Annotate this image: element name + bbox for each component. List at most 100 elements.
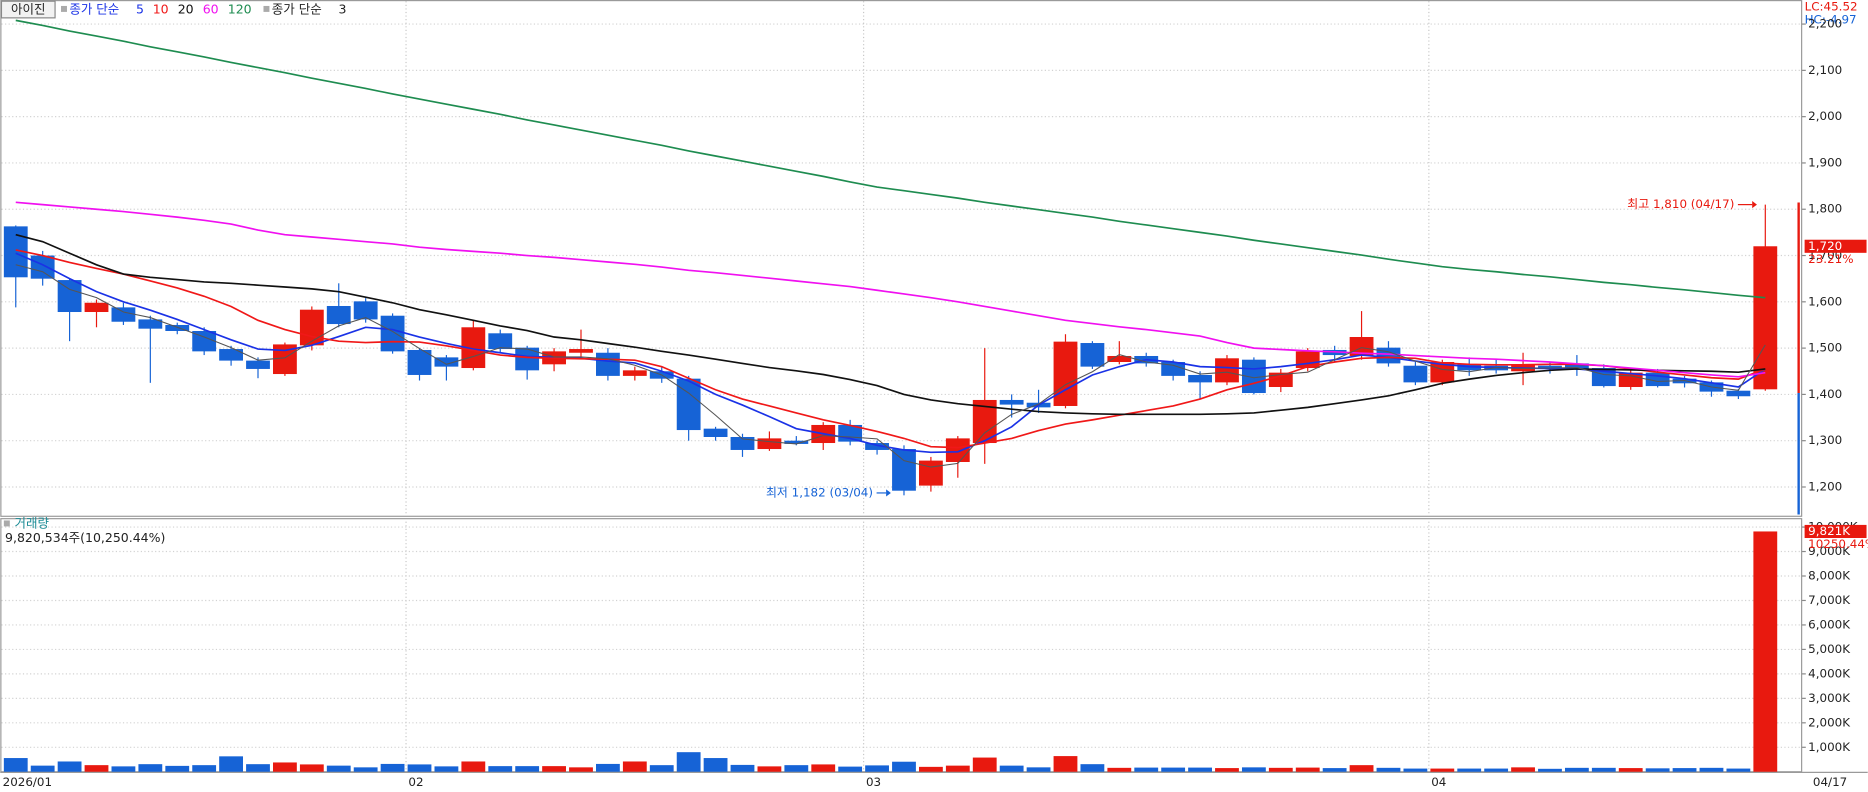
volume-bar — [811, 764, 836, 772]
candle-body — [1161, 362, 1186, 376]
y-tick-label: 1,600 — [1808, 294, 1842, 308]
volume-bar — [1538, 768, 1562, 772]
y-tick-label: 4,000K — [1808, 666, 1851, 680]
volume-bar — [1053, 756, 1078, 772]
volume-bar — [1726, 768, 1751, 772]
volume-bar — [999, 765, 1024, 772]
candle-body — [703, 428, 728, 437]
volume-bar — [596, 763, 620, 772]
volume-bar — [246, 764, 270, 772]
candle-body — [138, 319, 163, 329]
candle-body — [434, 357, 459, 367]
volume-bar — [1295, 767, 1320, 772]
annotation-arrowhead — [1752, 201, 1757, 209]
last-volume-box — [1804, 524, 1867, 539]
volume-bar — [892, 761, 916, 772]
volume-bar — [1430, 768, 1455, 772]
candle-body — [730, 436, 755, 450]
candle-body — [757, 438, 782, 450]
y-tick-label: 9,000K — [1808, 544, 1851, 558]
volume-bar — [918, 766, 943, 772]
chart-title: 아이진 — [11, 2, 46, 17]
volume-bar — [1591, 767, 1616, 772]
y-tick-label: 1,000K — [1808, 740, 1851, 754]
candle-body — [622, 370, 647, 376]
candle-body — [1268, 372, 1293, 388]
volume-bar — [273, 762, 297, 772]
volume-bar — [1322, 768, 1347, 772]
legend-square — [263, 5, 270, 12]
price-panel — [0, 0, 1803, 517]
candle-body — [407, 349, 432, 375]
volume-bar — [1215, 768, 1239, 772]
candle-body — [1538, 365, 1562, 369]
volume-bar — [1241, 767, 1266, 772]
candle-body — [676, 378, 701, 431]
candle-body — [165, 324, 190, 331]
volume-title: 거래량 — [15, 516, 50, 531]
volume-bar — [380, 763, 405, 772]
candle-body — [380, 315, 405, 352]
title-box — [0, 0, 56, 19]
volume-bar — [1511, 767, 1535, 772]
annotation-arrowhead — [886, 489, 891, 497]
y-tick-label: 3,000K — [1808, 691, 1851, 705]
lc-label: LC:45.52 — [1805, 0, 1858, 14]
moving-average-line — [15, 201, 1766, 378]
volume-bar — [515, 766, 540, 772]
y-tick-label: 1,400 — [1808, 387, 1842, 401]
last-volume-label: 9,821K — [1808, 524, 1851, 538]
candle-body — [1188, 374, 1212, 383]
hc-label: HC:-4.97 — [1805, 13, 1857, 27]
y-tick-label: 2,200 — [1808, 17, 1842, 31]
volume-summary: 9,820,534주(10,250.44%) — [5, 530, 165, 545]
last-price-box — [1804, 239, 1867, 253]
candle-body — [945, 438, 970, 462]
x-tick-label: 02 — [408, 775, 423, 789]
candle-body — [569, 349, 593, 353]
volume-bar — [299, 764, 324, 772]
volume-bar — [30, 765, 55, 772]
volume-change-label: 10250.44% — [1808, 537, 1868, 551]
volume-bar — [542, 766, 566, 772]
legend-entry: 20 — [178, 2, 194, 17]
y-tick-label: 7,000K — [1808, 593, 1851, 607]
volume-bar — [1026, 767, 1051, 772]
candle-body — [999, 399, 1024, 405]
candle-body — [273, 344, 297, 375]
candle-body — [1349, 337, 1374, 356]
volume-bar — [1753, 531, 1778, 772]
volume-bar — [192, 765, 217, 772]
volume-bar — [1618, 768, 1643, 772]
legend-entry: 3 — [339, 2, 347, 17]
candle-body — [1107, 355, 1132, 363]
volume-bar — [1484, 768, 1509, 772]
volume-bar — [649, 765, 674, 772]
volume-bar — [1645, 768, 1670, 772]
volume-bar — [1376, 767, 1401, 772]
volume-bar — [569, 767, 593, 772]
y-tick-label: 1,200 — [1808, 479, 1842, 493]
candle-body — [1403, 365, 1428, 383]
x-tick-label: 03 — [866, 775, 881, 789]
candle-body — [1564, 363, 1589, 369]
candle-body — [972, 399, 997, 444]
volume-bar — [1080, 764, 1105, 772]
volume-bar — [353, 767, 378, 772]
volume-bar — [326, 765, 351, 772]
candle-body — [515, 347, 540, 371]
moving-average-line — [15, 249, 1766, 449]
candle-body — [1376, 347, 1401, 364]
volume-bar — [1349, 765, 1374, 772]
y-tick-label: 2,000K — [1808, 715, 1851, 729]
y-tick-label: 6,000K — [1808, 617, 1851, 631]
volume-bar — [3, 758, 28, 772]
y-tick-label: 2,000 — [1808, 109, 1842, 123]
candle-body — [1053, 341, 1078, 406]
volume-bar — [1188, 767, 1212, 772]
volume-bar — [1699, 767, 1724, 772]
candle-body — [3, 226, 28, 278]
